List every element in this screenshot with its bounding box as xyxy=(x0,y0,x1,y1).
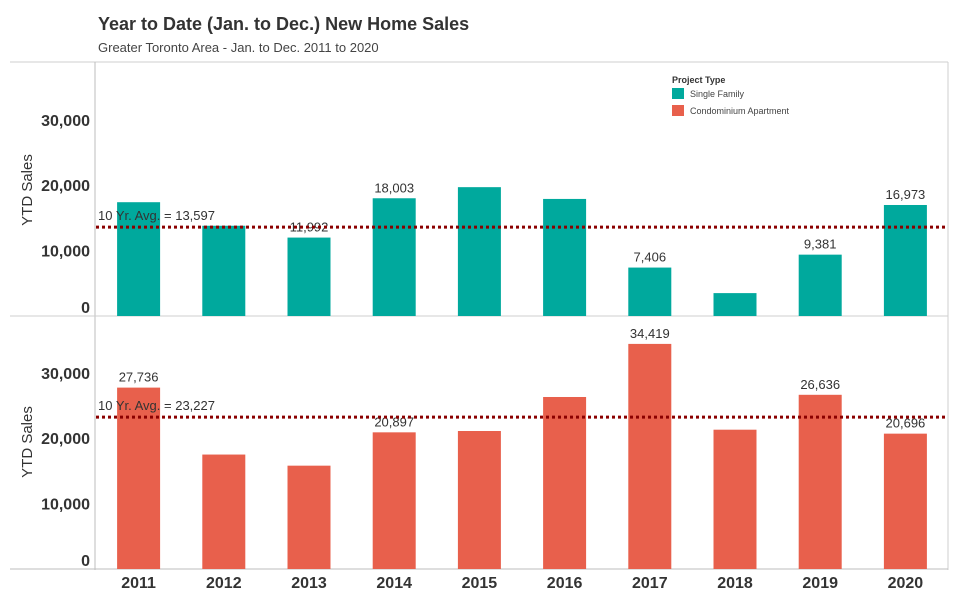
data-label-2017: 34,419 xyxy=(630,326,670,341)
bar-2018 xyxy=(713,293,757,316)
legend-swatch-single-family xyxy=(672,88,684,99)
bar-2017 xyxy=(628,343,672,569)
y-tick-label: 30,000 xyxy=(41,366,90,383)
chart-subtitle: Greater Toronto Area - Jan. to Dec. 2011… xyxy=(98,40,379,55)
y-tick-label: 0 xyxy=(81,553,90,570)
bar-2020 xyxy=(883,204,927,316)
data-label-2011: 27,736 xyxy=(119,370,159,385)
bar-2013 xyxy=(287,465,331,569)
bar-2012 xyxy=(202,225,246,316)
legend: Project Type Single Family Condominium A… xyxy=(672,75,790,116)
y-tick-label: 0 xyxy=(81,300,90,317)
bar-2018 xyxy=(713,429,757,569)
bar-2014 xyxy=(372,198,416,316)
bar-2015 xyxy=(457,431,501,569)
bar-2017 xyxy=(628,267,672,316)
bar-2011 xyxy=(117,202,161,316)
y-tick-label: 20,000 xyxy=(41,431,90,448)
x-tick-label-2020: 2020 xyxy=(888,575,924,592)
data-label-2020: 16,973 xyxy=(886,187,926,202)
x-tick-label-2017: 2017 xyxy=(632,575,668,592)
legend-swatch-condominium xyxy=(672,105,684,116)
bar-2016 xyxy=(543,198,587,316)
y-axis-title: YTD Sales xyxy=(19,406,36,478)
data-label-2019: 26,636 xyxy=(800,377,840,392)
x-tick-label-2011: 2011 xyxy=(121,575,156,592)
bar-2020 xyxy=(883,433,927,569)
bar-2016 xyxy=(543,396,587,569)
average-label: 10 Yr. Avg. = 13,597 xyxy=(98,208,215,223)
legend-label-condominium: Condominium Apartment xyxy=(690,106,790,116)
x-tick-label-2019: 2019 xyxy=(802,575,838,592)
bar-2019 xyxy=(798,394,842,569)
data-label-2014: 18,003 xyxy=(374,180,414,195)
data-label-2017: 7,406 xyxy=(634,250,667,265)
y-tick-label: 10,000 xyxy=(41,244,90,261)
bar-2011 xyxy=(117,387,161,569)
y-axis-title: YTD Sales xyxy=(19,154,36,226)
data-label-2019: 9,381 xyxy=(804,237,837,252)
x-tick-label-2013: 2013 xyxy=(291,575,327,592)
y-tick-label: 10,000 xyxy=(41,497,90,514)
x-tick-label-2016: 2016 xyxy=(547,575,583,592)
bar-2014 xyxy=(372,432,416,569)
legend-title: Project Type xyxy=(672,75,725,85)
x-tick-label-2018: 2018 xyxy=(717,575,753,592)
x-tick-label-2014: 2014 xyxy=(376,575,412,592)
bar-2015 xyxy=(457,187,501,316)
legend-label-single-family: Single Family xyxy=(690,89,745,99)
bar-2013 xyxy=(287,237,331,316)
data-label-2020: 20,696 xyxy=(886,416,926,431)
y-tick-label: 30,000 xyxy=(41,113,90,130)
bar-2019 xyxy=(798,254,842,316)
chart-title: Year to Date (Jan. to Dec.) New Home Sal… xyxy=(98,14,470,34)
x-tick-label-2012: 2012 xyxy=(206,575,242,592)
average-label: 10 Yr. Avg. = 23,227 xyxy=(98,398,215,413)
y-tick-label: 20,000 xyxy=(41,178,90,195)
bar-2012 xyxy=(202,454,246,569)
x-tick-label-2015: 2015 xyxy=(462,575,498,592)
